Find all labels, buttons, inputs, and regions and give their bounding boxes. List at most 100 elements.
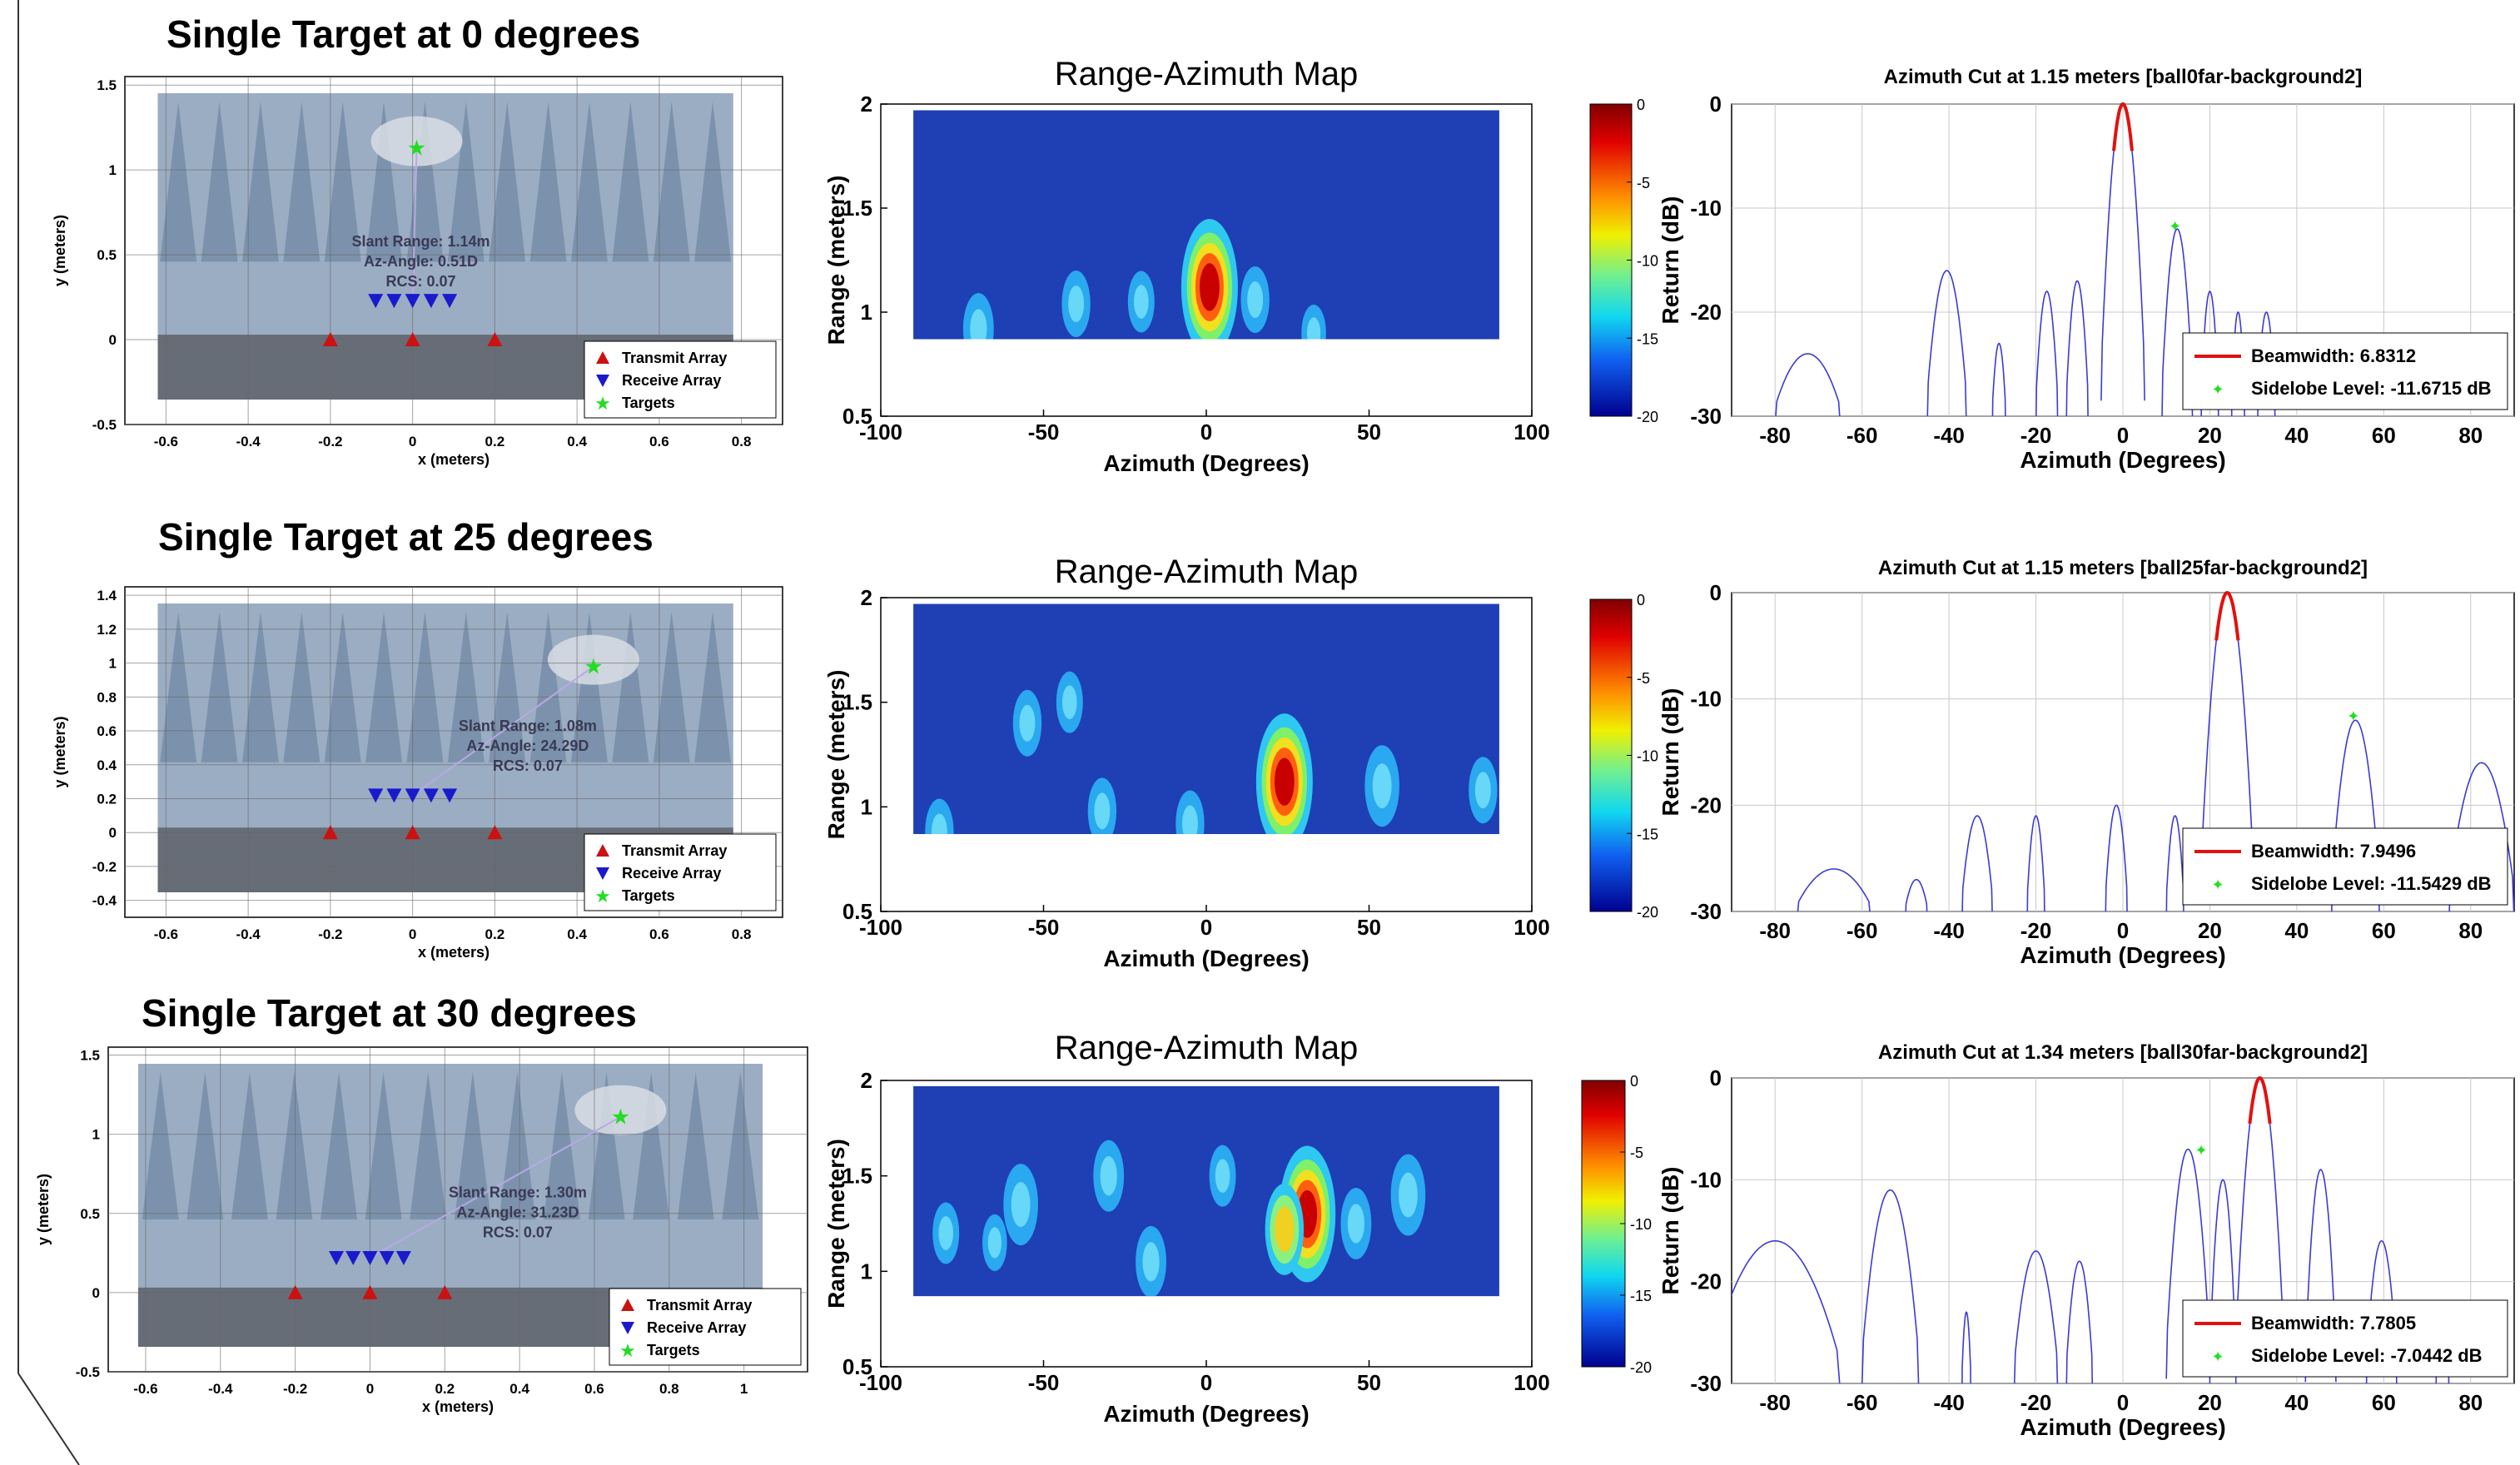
scene-legend-label: Targets xyxy=(622,887,675,904)
colorbar-tick: -15 xyxy=(1637,330,1658,347)
absorber-cone xyxy=(160,102,197,262)
cut-sidelobe-marker: ✦ xyxy=(2169,218,2181,235)
scene-xtick: 0 xyxy=(409,434,416,449)
absorber-cone xyxy=(406,612,444,762)
absorber-cone xyxy=(410,1072,447,1219)
absorber-cone xyxy=(447,102,485,262)
scene-xtick: 0.8 xyxy=(659,1381,679,1397)
map-blobs xyxy=(962,219,1326,340)
scene-annotation-line: Slant Range: 1.14m xyxy=(351,233,490,250)
colorbar-tick: 0 xyxy=(1630,1073,1638,1090)
scene-annotation-line: Az-Angle: 24.29D xyxy=(466,737,589,754)
absorber-cone xyxy=(543,1072,580,1219)
cut-ylabel: Return (dB) xyxy=(1658,196,1683,325)
scene-xtick: -0.2 xyxy=(318,434,342,449)
cut-xtick: 20 xyxy=(2198,423,2222,448)
cut-xtick: -20 xyxy=(2020,1390,2052,1415)
cut-lobe xyxy=(1905,878,1928,911)
scene-ylabel: y (meters) xyxy=(52,716,68,787)
absorber-cone xyxy=(241,612,279,762)
absorber-cone xyxy=(321,1072,358,1219)
map-blob xyxy=(1061,685,1077,720)
map-ytick: 2 xyxy=(861,1068,872,1093)
sight-line xyxy=(369,1115,621,1259)
absorber-cone xyxy=(677,1072,714,1219)
cut-main-lobe xyxy=(2112,102,2134,151)
absorber-cone xyxy=(160,612,197,762)
map-blob xyxy=(938,1216,953,1250)
legend-transmit-marker xyxy=(621,1299,634,1311)
transmit-marker xyxy=(322,825,338,840)
map-xlabel: Azimuth (Degrees) xyxy=(1103,1401,1309,1427)
map-xtick: -100 xyxy=(859,420,902,444)
page-border-corner xyxy=(17,1373,80,1465)
absorber-cone xyxy=(283,612,321,762)
cut-main-lobe xyxy=(2248,1075,2272,1125)
cut-xtick: 60 xyxy=(2372,423,2396,448)
scene-annotation-line: Az-Angle: 31.23D xyxy=(456,1204,579,1221)
sphere-target-photo xyxy=(370,116,463,166)
absorber-cone xyxy=(570,612,608,762)
transmit-marker xyxy=(405,825,420,840)
cut-xtick: 80 xyxy=(2458,918,2483,943)
map-ytick: 1 xyxy=(861,300,872,325)
scene-xtick: 1 xyxy=(740,1381,748,1397)
cut-xlabel: Azimuth (Degrees) xyxy=(2020,447,2225,473)
scene-xtick: -0.2 xyxy=(318,926,342,942)
sight-line xyxy=(411,147,418,301)
row-title-2: Single Target at 30 degrees xyxy=(142,991,637,1035)
scene-legend-box xyxy=(609,1288,802,1366)
cut-ytick: -30 xyxy=(1690,899,1722,924)
transmit-marker xyxy=(287,1284,303,1299)
legend-beamwidth-label: Beamwidth: 7.7805 xyxy=(2251,1313,2416,1333)
scene-ytick: 0.8 xyxy=(97,689,117,705)
sphere-target-photo xyxy=(574,1085,667,1135)
map-title: Range-Azimuth Map xyxy=(1055,554,1359,590)
cut-ytick: -10 xyxy=(1690,196,1722,221)
scene-annotation-line: Az-Angle: 0.51D xyxy=(364,253,478,270)
cut-ytick: 0 xyxy=(1710,1065,1722,1090)
map-blob xyxy=(1142,1242,1160,1282)
cut-xtick: -60 xyxy=(1847,1390,1878,1415)
scene-ytick: 0.6 xyxy=(97,723,117,739)
scene-xtick: 0.8 xyxy=(732,434,752,449)
map-xtick: -100 xyxy=(859,1370,902,1395)
cut-xtick: 60 xyxy=(2372,918,2396,943)
cut-lobe xyxy=(2161,228,2194,416)
cut-legend-box xyxy=(2182,827,2508,906)
cut-legend-box xyxy=(2182,1299,2508,1378)
map-ytick: 1.5 xyxy=(842,690,872,715)
map-xtick: 0 xyxy=(1200,420,1212,444)
scene-xtick: 0.2 xyxy=(485,926,505,942)
cut-lobes xyxy=(1797,590,2514,911)
absorber-cone xyxy=(529,102,567,262)
cut-lobe xyxy=(1861,1189,1920,1383)
cut-title: Azimuth Cut at 1.15 meters [ball25far-ba… xyxy=(1878,557,2368,579)
absorber-cone xyxy=(588,1072,625,1219)
absorber-cone xyxy=(489,612,526,762)
cut-lobe xyxy=(2165,1148,2211,1379)
row-2: -0.6 -0.4 -0.2 0 0.2 0.4 0.6 0.8 1 -0.5 0 0.5 1 1.5 x … xyxy=(35,1030,2515,1440)
scene-legend-label: Transmit Array xyxy=(622,842,727,859)
cut-lobe xyxy=(2365,1239,2398,1383)
cut-xtick: 0 xyxy=(2117,918,2129,943)
cut-ylabel: Return (dB) xyxy=(1658,688,1683,817)
map-ylabel: Range (meters) xyxy=(823,1139,849,1309)
scene-xtick: 0.2 xyxy=(485,434,505,449)
scene-xtick: -0.4 xyxy=(236,926,261,942)
absorber-cone xyxy=(231,1072,268,1219)
absorber-cone xyxy=(365,612,403,762)
map-ytick: 0.5 xyxy=(842,404,872,429)
legend-sidelobe-marker: ✦ xyxy=(2211,877,2224,893)
receive-marker xyxy=(395,1251,411,1266)
cut-lobe xyxy=(2026,815,2045,911)
colorbar-tick: -10 xyxy=(1637,253,1658,270)
scene-ytick: -0.5 xyxy=(76,1364,100,1380)
cut-ytick: -10 xyxy=(1690,1167,1722,1192)
scene-legend-label: Receive Array xyxy=(622,865,721,881)
receive-marker xyxy=(362,1251,378,1266)
scene-xtick: -0.4 xyxy=(236,434,261,449)
scene-ytick: 0.2 xyxy=(97,791,117,807)
absorber-cone xyxy=(612,102,649,262)
cut-xtick: 0 xyxy=(2117,423,2129,448)
